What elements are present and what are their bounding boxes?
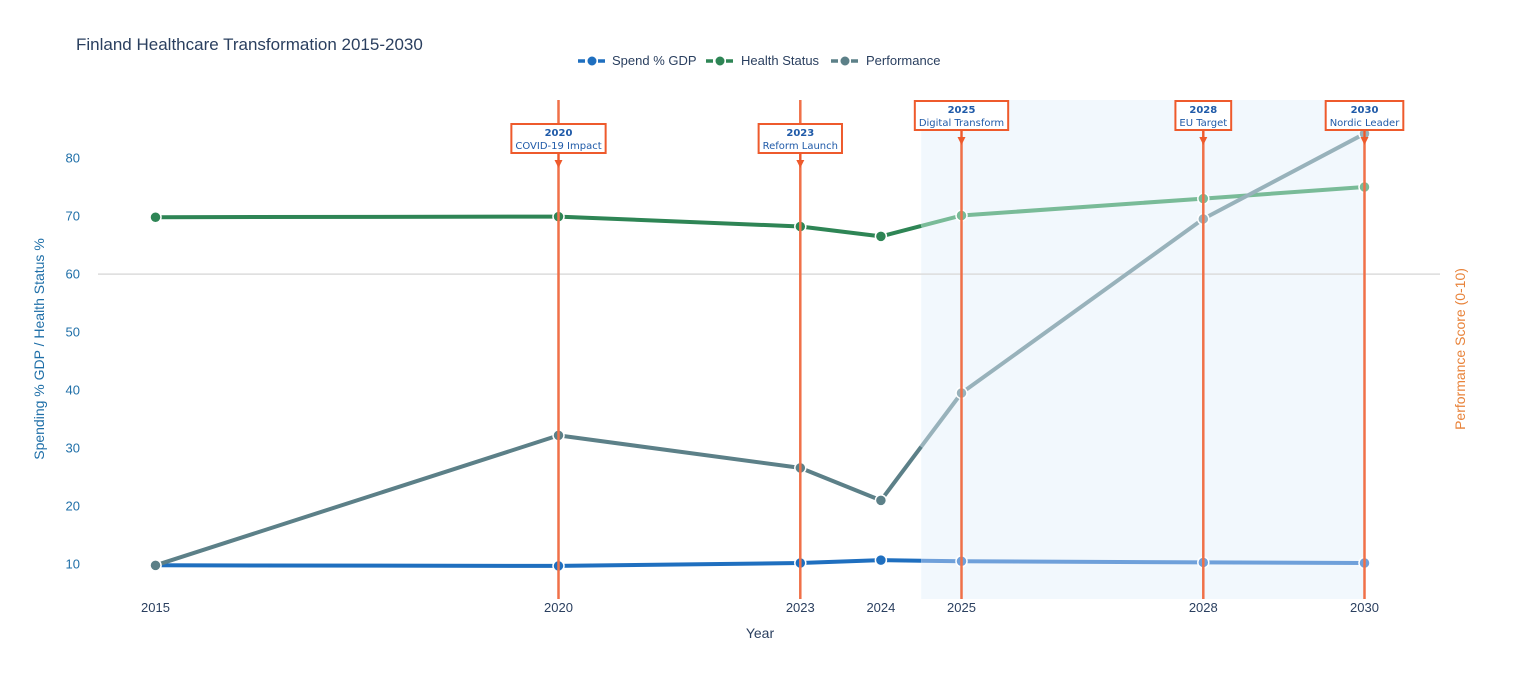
- projection-band-layer: [921, 100, 1365, 599]
- data-point-spend-2024[interactable]: [874, 553, 888, 567]
- y-tick-label: 80: [66, 151, 80, 166]
- annotation-box: [757, 123, 843, 154]
- annotation-2028: 2028 EU Target: [1174, 100, 1233, 145]
- y-tick-label: 70: [66, 209, 80, 224]
- series-line-spend-projected: [921, 558, 1365, 565]
- x-axis-title: Year: [746, 625, 775, 641]
- annotation-arrow-head: [796, 160, 805, 168]
- annotation-label: Reform Launch: [763, 141, 838, 152]
- legend-item-health[interactable]: Health Status: [706, 53, 820, 68]
- annotation-label: EU Target: [1179, 118, 1227, 129]
- legend-label-health: Health Status: [741, 53, 820, 68]
- annotation-2023: 2023 Reform Launch: [757, 123, 843, 168]
- legend-item-spend[interactable]: Spend % GDP: [578, 53, 697, 68]
- annotation-arrow-head: [1360, 137, 1369, 145]
- annotation-label: Nordic Leader: [1330, 118, 1401, 129]
- x-tick-label: 2023: [786, 600, 815, 615]
- legend: Spend % GDP Health Status Performance: [578, 53, 940, 68]
- annotation-box: [1174, 100, 1233, 131]
- annotation-year: 2023: [786, 128, 814, 139]
- annotation-label: COVID-19 Impact: [515, 141, 601, 152]
- y-tick-label: 40: [66, 383, 80, 398]
- chart-title: Finland Healthcare Transformation 2015-2…: [76, 35, 423, 54]
- annotation-arrow-head: [957, 137, 966, 145]
- event-lines-layer: [557, 100, 1366, 599]
- annotation-year: 2025: [948, 105, 976, 116]
- x-tick-label: 2028: [1189, 600, 1218, 615]
- annotation-label: Digital Transform: [919, 118, 1004, 129]
- projection-band: [921, 100, 1365, 599]
- legend-marker-spend: [586, 55, 598, 67]
- annotation-arrow-head: [554, 160, 563, 168]
- x-tick-label: 2020: [544, 600, 573, 615]
- y-tick-label: 20: [66, 499, 80, 514]
- data-point-health-2015[interactable]: [149, 210, 162, 224]
- y-tick-label: 60: [66, 267, 80, 282]
- annotation-box: [1324, 100, 1405, 131]
- y-tick-label: 50: [66, 325, 80, 340]
- data-point-health-2024[interactable]: [874, 230, 888, 243]
- legend-label-spend: Spend % GDP: [612, 53, 697, 68]
- series-line-performance-projected: [919, 131, 1366, 448]
- x-tick-label: 2025: [947, 600, 976, 615]
- y2-axis-title: Performance Score (0-10): [1452, 268, 1468, 430]
- annotation-year: 2020: [545, 128, 573, 139]
- data-point-performance-2024[interactable]: [874, 494, 888, 507]
- annotation-box: [913, 100, 1010, 131]
- y-tick-label: 10: [66, 557, 80, 572]
- series-line-health-projected: [920, 185, 1365, 228]
- series-line-performance-actual: [154, 433, 923, 568]
- annotations-layer: 2020 COVID-19 Impact 2023 Reform Launch 2025…: [510, 100, 1405, 168]
- y-axis-title: Spending % GDP / Health Status %: [31, 238, 47, 460]
- annotation-2020: 2020 COVID-19 Impact: [510, 123, 607, 168]
- x-tick-label: 2015: [141, 600, 170, 615]
- annotation-arrow-head: [1199, 137, 1208, 145]
- legend-marker-health: [714, 55, 726, 67]
- legend-item-performance[interactable]: Performance: [831, 53, 940, 68]
- annotation-2025: 2025 Digital Transform: [913, 100, 1010, 145]
- annotation-year: 2030: [1351, 105, 1379, 116]
- legend-marker-performance: [839, 55, 851, 67]
- x-tick-label: 2030: [1350, 600, 1379, 615]
- x-tick-label: 2024: [866, 600, 895, 615]
- annotation-2030: 2030 Nordic Leader: [1324, 100, 1405, 145]
- y-tick-label: 30: [66, 441, 80, 456]
- annotation-year: 2028: [1189, 105, 1217, 116]
- legend-label-performance: Performance: [866, 53, 940, 68]
- data-point-performance-2015[interactable]: [149, 559, 162, 572]
